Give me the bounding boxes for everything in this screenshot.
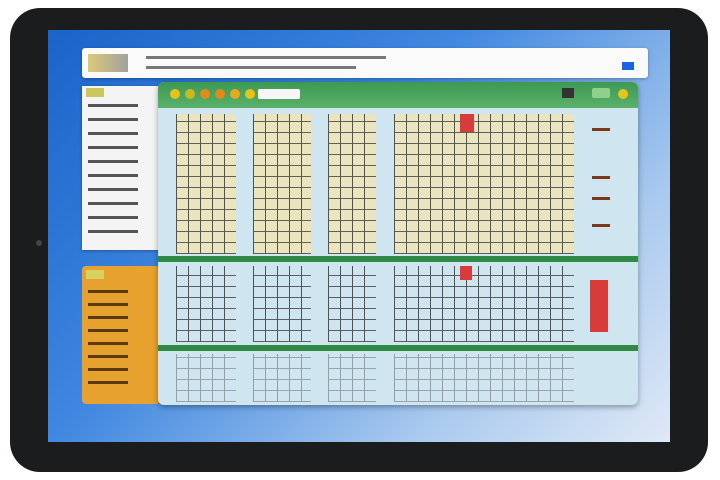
- settings-icon[interactable]: [170, 89, 180, 99]
- section-divider: [158, 256, 638, 262]
- data-grid[interactable]: [328, 114, 376, 254]
- window-toolbar: [158, 82, 638, 108]
- file-list-panel: [82, 86, 160, 250]
- selected-cell[interactable]: [460, 266, 472, 280]
- list-item[interactable]: [88, 329, 128, 332]
- browser-toolbar: [82, 48, 648, 78]
- status-line: [146, 66, 356, 69]
- list-item[interactable]: [88, 316, 128, 319]
- ok-button[interactable]: [592, 88, 610, 98]
- list-item[interactable]: [88, 118, 138, 121]
- list-item[interactable]: [88, 230, 138, 233]
- list-item[interactable]: [88, 216, 138, 219]
- data-grid[interactable]: [253, 114, 311, 254]
- list-item[interactable]: [88, 303, 128, 306]
- record-icon[interactable]: [200, 89, 210, 99]
- data-grid[interactable]: [253, 266, 311, 342]
- window-button[interactable]: [622, 62, 634, 70]
- list-item[interactable]: [88, 146, 138, 149]
- data-grid[interactable]: [394, 354, 574, 402]
- app-logo: [88, 54, 128, 72]
- data-grid[interactable]: [176, 354, 236, 402]
- marker: [592, 224, 610, 227]
- list-item[interactable]: [88, 174, 138, 177]
- camera-icon: [36, 240, 42, 246]
- record-icon[interactable]: [215, 89, 225, 99]
- address-line[interactable]: [146, 56, 386, 59]
- panel-tab[interactable]: [86, 88, 104, 97]
- data-grid[interactable]: [176, 114, 236, 254]
- data-grid[interactable]: [253, 354, 311, 402]
- list-item[interactable]: [88, 342, 128, 345]
- list-item[interactable]: [88, 381, 128, 384]
- record-icon[interactable]: [245, 89, 255, 99]
- spreadsheet-window: [158, 82, 638, 405]
- selected-cell[interactable]: [460, 114, 474, 132]
- panel-tab[interactable]: [86, 270, 104, 279]
- power-icon[interactable]: [618, 89, 628, 99]
- list-item[interactable]: [88, 290, 128, 293]
- list-item[interactable]: [88, 160, 138, 163]
- list-item[interactable]: [88, 202, 138, 205]
- marker: [592, 197, 610, 200]
- bookmark-icon[interactable]: [230, 89, 240, 99]
- data-grid[interactable]: [394, 266, 574, 342]
- screen: [48, 30, 670, 442]
- grid-icon[interactable]: [562, 88, 574, 98]
- data-grid[interactable]: [176, 266, 236, 342]
- list-item[interactable]: [88, 104, 138, 107]
- marker: [592, 176, 610, 179]
- list-item[interactable]: [88, 132, 138, 135]
- data-grid[interactable]: [328, 266, 376, 342]
- section-divider: [158, 345, 638, 351]
- list-item[interactable]: [88, 368, 128, 371]
- data-grid[interactable]: [328, 354, 376, 402]
- selected-cell[interactable]: [590, 280, 608, 332]
- list-item[interactable]: [88, 188, 138, 191]
- list-item[interactable]: [88, 355, 128, 358]
- save-icon[interactable]: [185, 89, 195, 99]
- search-input[interactable]: [258, 89, 300, 99]
- marker: [592, 128, 610, 131]
- side-list-panel: [82, 266, 160, 404]
- data-grid[interactable]: [394, 114, 574, 254]
